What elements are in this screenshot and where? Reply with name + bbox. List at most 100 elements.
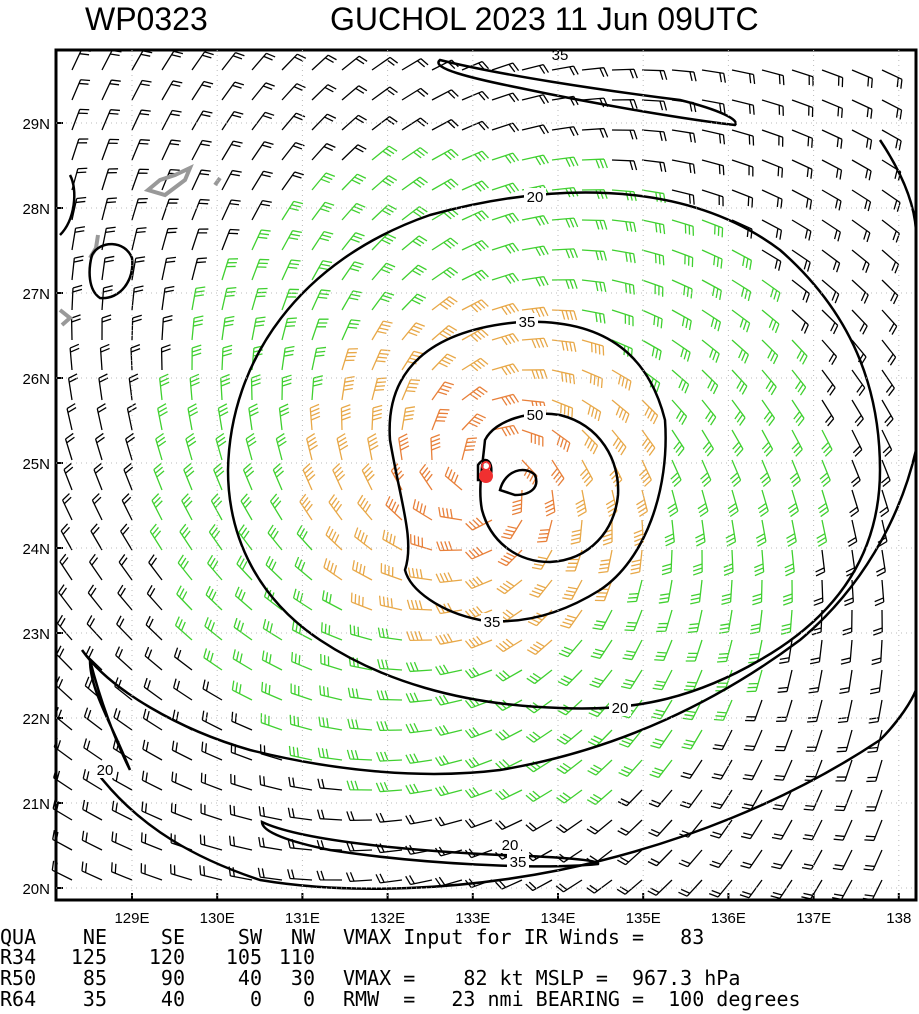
wind-barb (234, 586, 253, 611)
wind-barb (692, 549, 703, 576)
wind-barb (652, 669, 673, 691)
wind-barb (671, 129, 696, 143)
wind-barb (461, 239, 489, 252)
wind-barb (347, 687, 373, 701)
wind-barb (742, 759, 763, 781)
wind-barb (199, 834, 223, 851)
wind-barb (204, 617, 223, 641)
wind-barb (69, 343, 80, 371)
wind-barb (671, 279, 693, 299)
contour-label-bg (499, 836, 521, 853)
wind-barb (205, 585, 223, 611)
wind-barb (210, 493, 223, 521)
wind-barb (281, 345, 295, 371)
table-cell: 0 (250, 987, 262, 1011)
wind-barb (851, 369, 866, 396)
wind-barb (281, 230, 302, 251)
wind-barb (61, 493, 73, 521)
wind-barb (131, 227, 147, 251)
table-cell: 110 (279, 945, 315, 969)
wind-barb (713, 699, 733, 721)
wind-barb (881, 69, 903, 89)
wind-barb (141, 770, 163, 791)
wind-barb (296, 525, 313, 551)
contour-label: 20 (502, 837, 519, 854)
wind-barb (761, 189, 783, 209)
wind-barb (345, 872, 373, 883)
info-line: VMAX Input for IR Winds = 83 (343, 925, 704, 949)
wind-barb (495, 638, 523, 653)
wind-barb (311, 84, 337, 101)
wind-barb (819, 459, 831, 488)
wind-barb (375, 873, 403, 884)
wind-barb (431, 408, 450, 431)
wind-barb (761, 99, 784, 116)
wind-barb (236, 555, 253, 581)
lat-label: 25N (22, 456, 50, 473)
wind-barb (221, 81, 245, 101)
wind-barb (864, 819, 883, 842)
wind-barb (511, 489, 523, 516)
wind-barb (116, 615, 133, 641)
table-cell: R50 (0, 966, 36, 990)
wind-barb (497, 549, 523, 567)
wind-barb (879, 489, 890, 518)
wind-barb (213, 462, 225, 491)
wind-barb (641, 129, 667, 142)
wind-barb (291, 652, 313, 671)
wind-barb (729, 459, 742, 488)
wind-barb (851, 69, 873, 89)
wind-barb (318, 716, 343, 731)
wind-barb (611, 309, 634, 327)
wind-barb (581, 399, 602, 422)
wind-barb (586, 879, 613, 894)
wind-barb (881, 399, 894, 427)
wind-barb (281, 112, 306, 131)
wind-barb (581, 309, 606, 324)
wind-barb (881, 129, 902, 151)
wind-barb (679, 789, 703, 809)
wind-barb (346, 749, 373, 761)
wind-barb (375, 812, 403, 823)
wind-barb (821, 429, 833, 457)
wind-barb (215, 432, 227, 461)
wind-barb (611, 159, 638, 171)
wind-barb (774, 729, 793, 752)
wind-barb (346, 780, 373, 791)
wind-barb (185, 432, 197, 461)
wind-barb (321, 590, 343, 611)
wind-barb (842, 609, 853, 636)
wind-barb (341, 375, 355, 401)
wind-barb (587, 759, 613, 776)
wind-barb (791, 129, 814, 148)
wind-barb (376, 721, 403, 732)
wind-barb (678, 849, 703, 868)
wind-barb (791, 69, 814, 87)
wind-barb (701, 339, 720, 363)
contours (59, 58, 918, 890)
wind-barb (641, 189, 666, 204)
wind-barb (267, 524, 283, 551)
wind-barb (203, 648, 223, 671)
wind-barb (199, 865, 223, 881)
wind-barb (412, 499, 433, 521)
wind-barb (761, 69, 785, 86)
wind-barb (93, 462, 104, 491)
wind-barb (240, 493, 253, 521)
wind-barb (791, 99, 814, 117)
wind-barb (821, 339, 838, 366)
wind-barb (464, 697, 493, 709)
wind-barb (341, 290, 363, 311)
wind-barb (551, 369, 576, 385)
wind-barb (817, 489, 830, 518)
wind-barb (851, 429, 863, 457)
wind-barb (281, 288, 299, 311)
wind-barb (191, 286, 206, 311)
wind-barb (251, 170, 273, 191)
wind-barb (839, 669, 853, 695)
table-cell: NW (291, 925, 316, 949)
wind-barb (161, 109, 182, 131)
wind-barb (294, 556, 313, 581)
wind-barb (821, 69, 844, 88)
wind-barb (311, 260, 333, 281)
